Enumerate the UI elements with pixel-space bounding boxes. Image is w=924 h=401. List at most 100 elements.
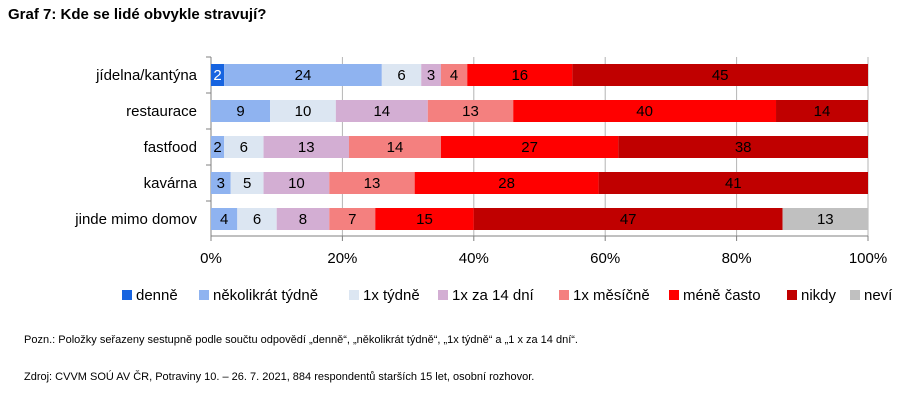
data-label: 28 (498, 175, 515, 192)
legend-swatch (199, 290, 209, 300)
bar-segment (224, 64, 382, 86)
bar-segment (263, 172, 330, 194)
bar-segment (263, 136, 349, 158)
bar-segment (618, 136, 868, 158)
legend-swatch (669, 290, 679, 300)
bar-segment (375, 208, 474, 230)
data-label: 8 (299, 211, 307, 228)
data-label: 14 (814, 103, 831, 120)
chart-title: Graf 7: Kde se lidé obvykle stravují? (8, 6, 267, 23)
data-label: 5 (243, 175, 251, 192)
legend-swatch (438, 290, 448, 300)
legend-item: nikdy (787, 283, 836, 307)
data-label: 7 (348, 211, 356, 228)
data-label: 45 (712, 67, 729, 84)
bar-segment (467, 64, 573, 86)
x-tick-label: 0% (200, 250, 222, 267)
bar-segment (440, 136, 619, 158)
bar-segment (572, 64, 868, 86)
bar-segment (381, 64, 422, 86)
data-label: 13 (462, 103, 479, 120)
legend-item: neví (850, 283, 892, 307)
category-label: jídelna/kantýna (95, 67, 198, 84)
bar-segment (211, 100, 271, 122)
legend-label: několikrát týdně (213, 286, 319, 304)
bar-segment (237, 208, 277, 230)
data-label: 40 (636, 103, 653, 120)
bar-segment (230, 172, 264, 194)
legend-item: denně (122, 283, 178, 307)
data-label: 41 (725, 175, 742, 192)
data-label: 15 (416, 211, 433, 228)
chart-legend: denně několikrát týdně 1x týdně 1x za 14 dn… (0, 283, 924, 307)
bar-segment (782, 208, 868, 230)
data-label: 27 (521, 139, 538, 156)
bar-segment (329, 208, 376, 230)
data-label: 3 (217, 175, 225, 192)
category-label: jinde mimo domov (74, 211, 197, 228)
x-tick-label: 80% (722, 250, 752, 267)
chart-note: Pozn.: Položky seřazeny sestupně podle s… (24, 334, 578, 346)
x-tick-label: 40% (459, 250, 489, 267)
bar-segment (211, 136, 225, 158)
legend-label: neví (864, 286, 893, 304)
category-label: kavárna (144, 175, 198, 192)
legend-label: méně často (683, 286, 761, 304)
data-label: 3 (427, 67, 435, 84)
data-label: 6 (240, 139, 248, 156)
bar-segment (211, 172, 231, 194)
legend-label: denně (136, 286, 178, 304)
data-label: 6 (397, 67, 405, 84)
data-label: 16 (511, 67, 528, 84)
bar-segment (598, 172, 868, 194)
legend-label: 1x týdně (363, 286, 420, 304)
bar-segment (335, 100, 428, 122)
data-label: 10 (288, 175, 305, 192)
data-label: 47 (620, 211, 637, 228)
stacked-bar-chart: 0% 20% 40% 60% 80% 100%jídelna/kantýna 2 24 6 3 4 1… (74, 56, 887, 267)
data-label: 14 (387, 139, 404, 156)
legend-swatch (787, 290, 797, 300)
legend-label: 1x za 14 dní (452, 286, 534, 304)
bar-segment (776, 100, 868, 122)
bar-segment (473, 208, 783, 230)
data-label: 13 (817, 211, 834, 228)
bar-segment (270, 100, 336, 122)
legend-item: méně často (669, 283, 761, 307)
data-label: 38 (735, 139, 752, 156)
x-tick-label: 20% (327, 250, 357, 267)
bar-segment (414, 172, 599, 194)
data-label: 24 (295, 67, 312, 84)
legend-item: 1x měsíčně (559, 283, 650, 307)
legend-item: 1x týdně (349, 283, 420, 307)
data-label: 2 (213, 139, 221, 156)
data-label: 14 (373, 103, 390, 120)
bar-segment (421, 64, 441, 86)
bar-segment (329, 172, 415, 194)
x-tick-label: 60% (590, 250, 620, 267)
bar-segment (276, 208, 330, 230)
legend-swatch (349, 290, 359, 300)
data-label: 13 (298, 139, 315, 156)
data-label: 6 (253, 211, 261, 228)
category-label: fastfood (144, 139, 197, 156)
legend-label: nikdy (801, 286, 837, 304)
data-label: 2 (213, 67, 221, 84)
data-label: 4 (220, 211, 228, 228)
bar-segment (211, 64, 225, 86)
legend-swatch (122, 290, 132, 300)
bar-segment (211, 208, 238, 230)
data-label: 10 (295, 103, 312, 120)
bar-segment (427, 100, 514, 122)
bar-segment (513, 100, 777, 122)
bar-segment (348, 136, 441, 158)
legend-swatch (850, 290, 860, 300)
data-label: 13 (364, 175, 381, 192)
data-label: 4 (450, 67, 458, 84)
data-label: 9 (236, 103, 244, 120)
x-tick-label: 100% (849, 250, 887, 267)
bar-segment (440, 64, 468, 86)
category-label: restaurace (126, 103, 197, 120)
legend-item: 1x za 14 dní (438, 283, 534, 307)
chart-source: Zdroj: CVVM SOÚ AV ČR, Potraviny 10. – 2… (24, 371, 535, 383)
